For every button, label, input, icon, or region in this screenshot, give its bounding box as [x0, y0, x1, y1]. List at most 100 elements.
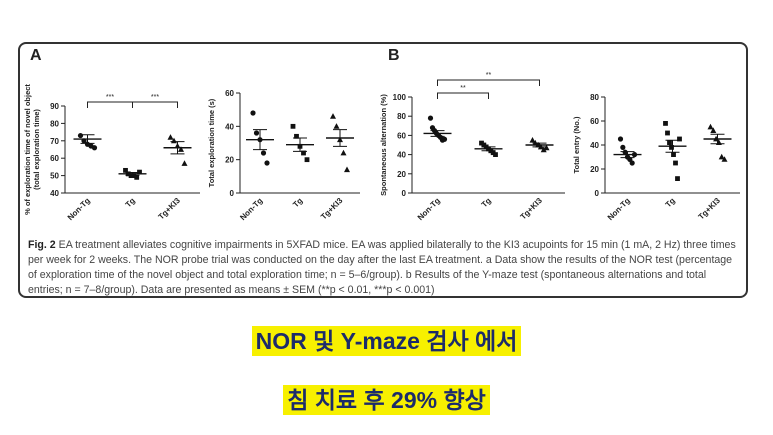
point [707, 123, 714, 130]
y-tick-label: 80 [397, 112, 406, 121]
y-tick-label: 20 [590, 165, 599, 174]
point [629, 160, 635, 166]
panel-label: A [30, 47, 42, 64]
point [91, 145, 98, 151]
y-tick-label: 70 [50, 137, 59, 146]
highlight-row: NOR 및 Y-maze 검사 에서 [0, 322, 773, 356]
y-tick-label: 90 [50, 102, 59, 111]
error-bar [80, 134, 95, 144]
point [669, 145, 674, 150]
x-tick-label: Non-Tg [238, 196, 264, 222]
y-tick-label: 40 [397, 151, 406, 160]
x-tick-label: Tg+KI3 [319, 196, 345, 222]
charts: 40 50 60 70 80 90 % of exploration time of nov… [23, 47, 740, 222]
significance-bracket [437, 79, 540, 86]
y-tick-label: 40 [50, 189, 59, 198]
point [344, 166, 350, 173]
point [529, 137, 536, 143]
point [181, 160, 188, 166]
point [622, 149, 628, 155]
caption-text: EA treatment alleviates cognitive impair… [28, 239, 736, 296]
point [340, 149, 347, 156]
point [77, 132, 84, 139]
point [677, 136, 682, 142]
point [441, 136, 448, 142]
point [260, 150, 267, 156]
point [253, 130, 260, 136]
y-axis-label: Total exploration time (s) [207, 98, 216, 187]
highlight-row: 침 치료 후 29% 향상 [0, 381, 773, 415]
point [123, 167, 128, 173]
x-tick-label: Tg [291, 196, 304, 209]
y-axis-label: Total entry (No.) [572, 116, 581, 173]
point [671, 152, 676, 157]
point [304, 157, 310, 163]
x-tick-label: Tg+KI3 [697, 196, 723, 222]
error-bar [665, 139, 680, 153]
y-tick-label: 60 [590, 117, 599, 126]
point [667, 140, 672, 145]
significance-bracket [437, 92, 489, 99]
error-bar [620, 151, 635, 159]
y-axis-label: (total exploration time) [32, 109, 41, 190]
x-tick-label: Tg+KI3 [157, 196, 183, 222]
error-bar [532, 142, 547, 148]
y-tick-label: 50 [50, 172, 59, 181]
y-tick-label: 40 [590, 141, 599, 150]
y-tick-label: 60 [50, 154, 59, 163]
point [330, 113, 336, 119]
y-axis-label: % of exploration time of novel object [23, 84, 32, 215]
error-bar [430, 130, 445, 137]
point [620, 144, 626, 150]
error-bar [333, 129, 347, 147]
point [294, 133, 299, 139]
point [427, 115, 434, 121]
significance-label: ** [486, 72, 492, 79]
error-bar [293, 137, 307, 152]
point [673, 160, 678, 166]
highlight: NOR 및 Y-maze 검사 에서 [251, 326, 522, 356]
error-bar [125, 171, 140, 176]
error-bar [253, 129, 267, 151]
highlight: 침 치료 후 29% 향상 [283, 385, 490, 415]
point [710, 127, 717, 133]
point [718, 153, 725, 160]
y-tick-label: 0 [230, 189, 235, 198]
point [665, 130, 670, 136]
point [721, 156, 728, 162]
point [540, 146, 547, 153]
y-tick-label: 20 [225, 156, 234, 165]
point [167, 134, 174, 140]
y-tick-label: 100 [393, 93, 407, 102]
x-tick-label: Tg [124, 196, 137, 209]
error-bar [170, 141, 185, 155]
x-tick-label: Tg [480, 196, 493, 209]
error-bar [710, 133, 725, 145]
point [617, 136, 624, 142]
error-bar [481, 146, 496, 152]
y-tick-label: 60 [225, 89, 234, 98]
x-tick-label: Tg [664, 196, 677, 209]
caption: Fig. 2 EA treatment alleviates cognitive… [28, 238, 740, 298]
point [493, 152, 498, 157]
y-tick-label: 40 [225, 122, 234, 131]
y-tick-label: 20 [397, 170, 406, 179]
y-tick-label: 0 [595, 189, 600, 198]
point [264, 160, 270, 166]
panel-label: B [388, 47, 400, 64]
y-tick-label: 80 [590, 93, 599, 102]
figure-frame: 40 50 60 70 80 90 % of exploration time of nov… [18, 42, 748, 298]
point [333, 123, 340, 129]
y-tick-label: 80 [50, 119, 59, 128]
point [290, 123, 296, 129]
x-tick-label: Non-Tg [606, 196, 632, 222]
y-tick-label: 60 [397, 131, 406, 140]
significance-bracket [132, 101, 178, 108]
y-axis-label: Spontaneous alternation (%) [379, 94, 388, 196]
x-tick-label: Non-Tg [416, 196, 442, 222]
point [301, 150, 306, 156]
y-tick-label: 0 [402, 189, 407, 198]
significance-bracket [87, 101, 133, 108]
point [134, 174, 140, 180]
